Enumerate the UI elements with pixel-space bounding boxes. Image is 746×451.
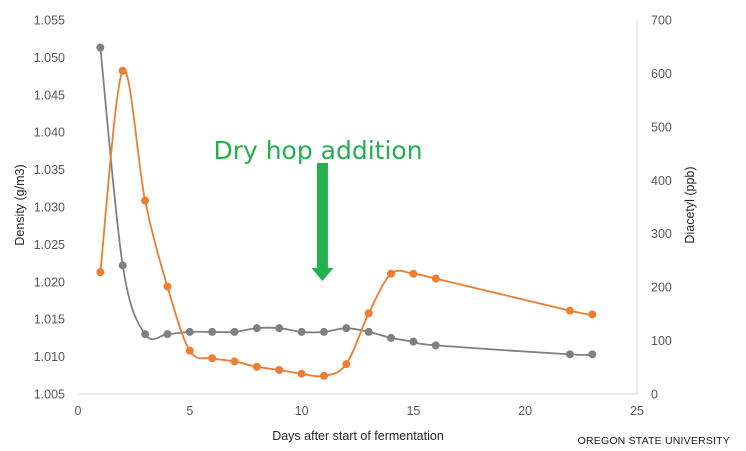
axes-layer: 0 5 10 15 20 25 1.005 1.010 1.015 1.020 1.025 1.030… — [34, 14, 672, 419]
density-data-point — [319, 327, 328, 336]
diacetyl-data-point — [319, 371, 328, 380]
density-data-point — [185, 327, 194, 336]
diacetyl-data-point — [431, 274, 440, 283]
density-data-point — [230, 327, 239, 336]
diacetyl-data-point — [118, 66, 127, 75]
density-data-point — [297, 327, 306, 336]
left-tick-label: 1.005 — [34, 388, 65, 402]
diacetyl-data-point — [252, 362, 261, 371]
left-axis-title: Density (g/m3) — [13, 164, 27, 245]
right-tick-label: 600 — [651, 67, 672, 81]
dry-hop-arrow-head — [311, 268, 334, 281]
left-tick-label: 1.055 — [34, 14, 65, 28]
density-data-point — [364, 327, 373, 336]
density-data-point — [252, 324, 261, 333]
diacetyl-data-point — [163, 282, 172, 291]
left-tick-label: 1.050 — [34, 51, 65, 65]
right-tick-label: 200 — [651, 281, 672, 295]
left-tick-label: 1.020 — [34, 275, 65, 289]
density-data-point — [431, 341, 440, 350]
right-tick-label: 100 — [651, 334, 672, 348]
right-axis-title: Diacetyl (ppb) — [683, 166, 697, 243]
diacetyl-data-point — [141, 196, 150, 205]
density-data-point — [275, 324, 284, 333]
x-tick-label: 20 — [518, 404, 532, 418]
diacetyl-data-point — [588, 310, 597, 319]
x-tick-label: 15 — [406, 404, 420, 418]
annotation-layer: Dry hop addition — [213, 136, 423, 281]
diacetyl-data-point — [185, 346, 194, 355]
density-data-point — [387, 333, 396, 342]
density-data-point — [163, 330, 172, 339]
left-tick-label: 1.025 — [34, 238, 65, 252]
left-tick-label: 1.030 — [34, 201, 65, 215]
x-tick-label: 0 — [75, 404, 82, 418]
dry-hop-arrow-shaft — [316, 163, 328, 269]
dry-hop-annotation-label: Dry hop addition — [213, 136, 422, 165]
right-tick-label: 700 — [651, 14, 672, 28]
diacetyl-data-point — [387, 269, 396, 278]
diacetyl-data-point — [208, 354, 217, 363]
credit-label: OREGON STATE UNIVERSITY — [578, 435, 730, 447]
diacetyl-data-point — [275, 365, 284, 374]
diacetyl-data-point — [364, 309, 373, 318]
density-data-point — [118, 261, 127, 270]
density-data-point — [96, 43, 105, 52]
diacetyl-data-point — [409, 269, 418, 278]
diacetyl-data-point — [96, 268, 105, 277]
diacetyl-data-point — [230, 357, 239, 366]
left-tick-label: 1.010 — [34, 350, 65, 364]
left-tick-label: 1.040 — [34, 126, 65, 140]
diacetyl-data-point — [565, 306, 574, 315]
series-layer — [96, 43, 597, 380]
density-data-point — [409, 337, 418, 346]
x-tick-label: 10 — [295, 404, 309, 418]
diacetyl-data-point — [297, 369, 306, 378]
right-tick-label: 500 — [651, 120, 672, 134]
right-tick-label: 0 — [651, 388, 658, 402]
left-tick-label: 1.035 — [34, 163, 65, 177]
x-tick-label: 5 — [186, 404, 193, 418]
right-tick-label: 300 — [651, 227, 672, 241]
diacetyl-data-point — [342, 360, 351, 369]
x-tick-label: 25 — [630, 404, 644, 418]
density-data-point — [342, 324, 351, 333]
density-data-point — [565, 350, 574, 359]
density-data-point — [141, 330, 150, 339]
density-data-point — [208, 327, 217, 336]
density-data-point — [588, 350, 597, 359]
x-axis-title: Days after start of fermentation — [272, 429, 444, 443]
left-tick-label: 1.045 — [34, 88, 65, 102]
left-tick-label: 1.015 — [34, 313, 65, 327]
right-tick-label: 400 — [651, 174, 672, 188]
